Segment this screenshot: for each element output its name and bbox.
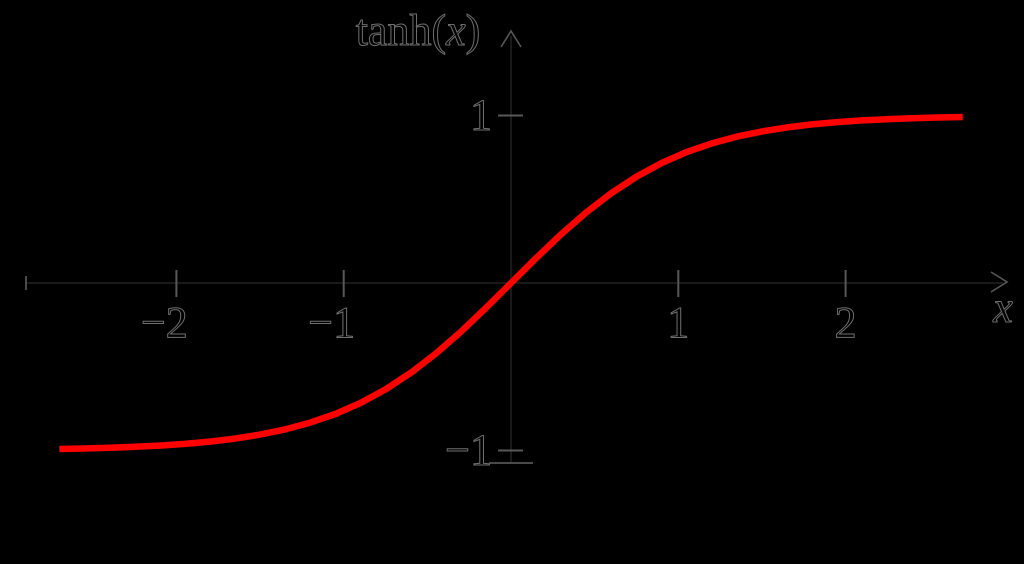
plot-title-variable: x (445, 6, 466, 55)
y-tick-label: 1 (470, 91, 492, 140)
x-tick-label: −2 (141, 298, 188, 347)
tanh-curve (59, 113, 963, 453)
plot-title: tanh(x) (356, 6, 481, 55)
x-ticks-layer: −2 −1 1 2 (140, 270, 857, 348)
axes-layer (25, 29, 1009, 464)
x-axis-arrowhead-icon (990, 271, 1009, 293)
x-tick-label: 2 (835, 298, 857, 347)
y-axis-arrowhead-icon (500, 29, 522, 48)
x-tick-label: 1 (667, 298, 689, 347)
y-tick-label: −1 (445, 426, 492, 475)
x-tick-label: −1 (308, 298, 355, 347)
plot-title-suffix: ) (466, 6, 481, 55)
y-ticks-layer: 1 −1 (445, 90, 523, 475)
x-axis-label: x (992, 283, 1013, 332)
plot-title-prefix: tanh( (356, 6, 446, 55)
